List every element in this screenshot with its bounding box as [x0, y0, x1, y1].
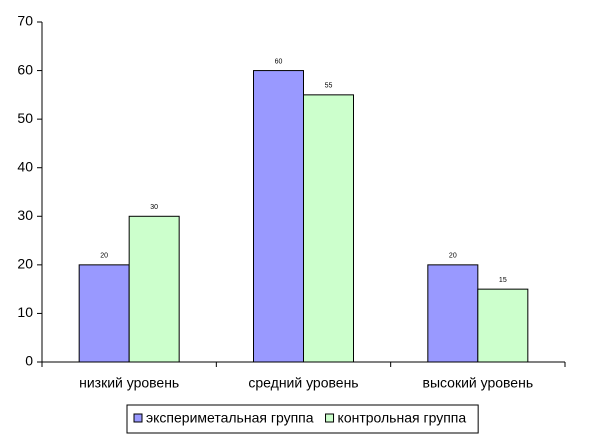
y-tick-label: 0 [25, 353, 33, 369]
x-tick-label: средний уровень [248, 375, 358, 391]
x-tick-label: низкий уровень [79, 375, 179, 391]
data-label: 55 [325, 83, 333, 90]
data-label: 30 [150, 204, 158, 211]
y-tick-label: 30 [17, 207, 33, 223]
bar [128, 215, 180, 363]
x-tick-label: высокий уровень [423, 375, 534, 391]
bar [253, 70, 304, 363]
y-tick-label: 10 [17, 304, 33, 320]
data-label: 20 [449, 253, 457, 260]
bar [303, 94, 354, 363]
legend-swatch [325, 413, 335, 423]
y-tick-label: 70 [17, 13, 33, 29]
legend-label: контрольная группа [338, 410, 467, 426]
legend-label: экспериметальная группа [146, 410, 314, 426]
legend-box [126, 404, 479, 434]
bar [477, 288, 529, 363]
bar [427, 264, 479, 363]
data-label: 15 [499, 277, 507, 284]
data-label: 20 [100, 253, 108, 260]
bar [78, 264, 130, 363]
legend-swatch [133, 413, 143, 423]
y-tick-label: 40 [17, 158, 33, 174]
y-tick-label: 20 [17, 256, 33, 272]
y-tick-label: 60 [17, 61, 33, 77]
y-tick-label: 50 [17, 110, 33, 126]
data-label: 60 [275, 58, 283, 65]
